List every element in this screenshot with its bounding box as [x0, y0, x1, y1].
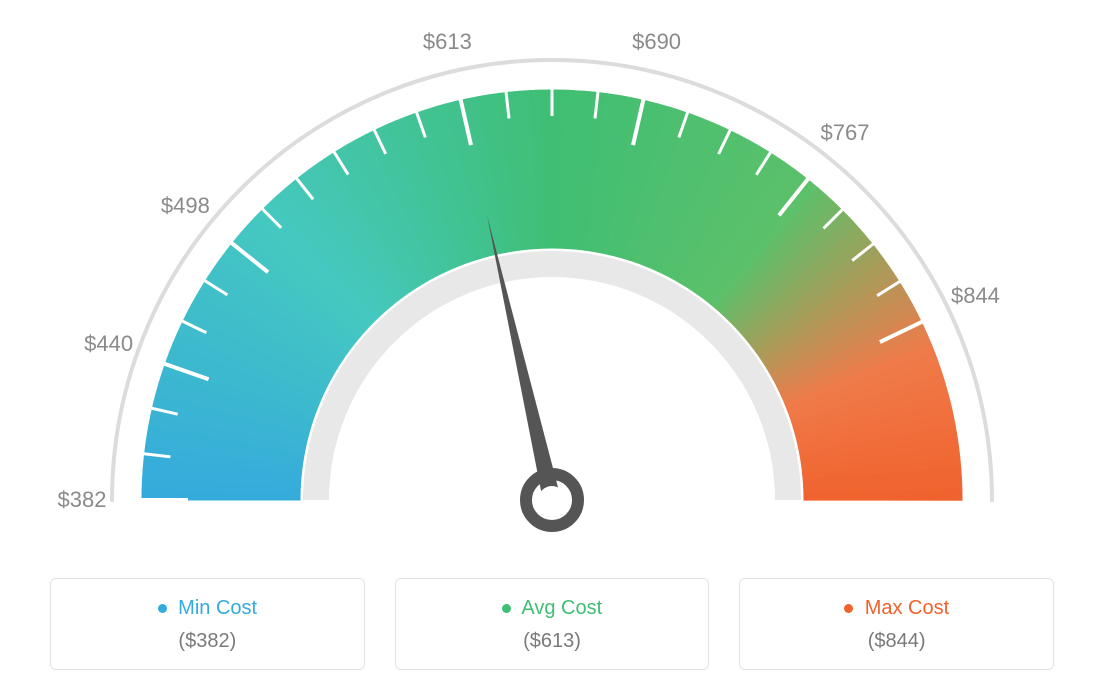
gauge-svg [0, 0, 1104, 560]
legend-max-value: ($844) [750, 630, 1043, 653]
legend-max: Max Cost ($844) [739, 578, 1054, 670]
legend-max-title: Max Cost [750, 597, 1043, 620]
legend-min: Min Cost ($382) [50, 578, 365, 670]
legend-min-label: Min Cost [178, 597, 257, 619]
gauge-tick-label: $498 [161, 193, 210, 219]
gauge-tick-label: $690 [632, 29, 681, 55]
dot-icon [502, 604, 511, 613]
legend-min-value: ($382) [61, 630, 354, 653]
cost-gauge-infographic: $382 $440 $498 $613 $690 $767 $844 Min Cost ($… [0, 0, 1104, 690]
legend-avg-label: Avg Cost [521, 597, 602, 619]
legend-avg-title: Avg Cost [406, 597, 699, 620]
gauge-tick-label: $382 [58, 487, 107, 513]
dot-icon [158, 604, 167, 613]
legend-max-label: Max Cost [865, 597, 949, 619]
gauge-tick-label: $613 [423, 29, 472, 55]
gauge-tick-label: $440 [84, 331, 133, 357]
legend-avg-value: ($613) [406, 630, 699, 653]
gauge-area: $382 $440 $498 $613 $690 $767 $844 [0, 0, 1104, 560]
gauge-tick-label: $844 [951, 283, 1000, 309]
legend-row: Min Cost ($382) Avg Cost ($613) Max Cost… [50, 578, 1054, 670]
legend-avg: Avg Cost ($613) [395, 578, 710, 670]
dot-icon [844, 604, 853, 613]
gauge-tick-label: $767 [821, 120, 870, 146]
legend-min-title: Min Cost [61, 597, 354, 620]
